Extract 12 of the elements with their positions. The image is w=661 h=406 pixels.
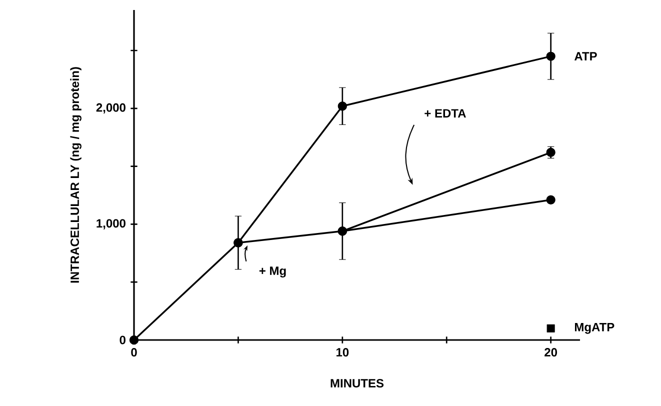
- y-tick-label: 0: [120, 336, 126, 344]
- x-axis-title: MINUTES: [330, 379, 384, 388]
- y-axis-title: INTRACELLULAR LY (ng / mg protein): [70, 67, 82, 283]
- y-tick-label: 2,000: [96, 103, 126, 114]
- x-tick-label: 0: [131, 348, 137, 357]
- annotation: + EDTA: [424, 109, 466, 118]
- series-label: ATP: [574, 52, 597, 60]
- y-tick-label: 1,000: [96, 219, 126, 230]
- x-tick-label: 20: [544, 348, 558, 357]
- x-tick-label: 10: [336, 348, 349, 357]
- annotation: + Mg: [259, 266, 286, 278]
- series-label: MgATP: [574, 323, 614, 334]
